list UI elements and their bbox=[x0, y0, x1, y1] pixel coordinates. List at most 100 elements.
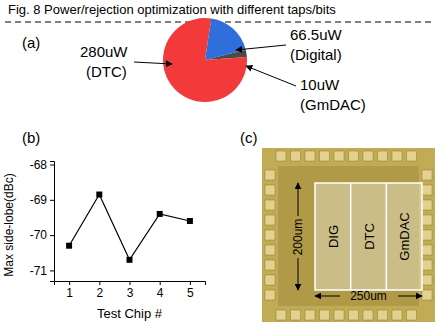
tick-label: -69 bbox=[30, 193, 48, 207]
data-label: 66.5uW bbox=[290, 26, 343, 43]
pad bbox=[349, 151, 359, 161]
tick: 1 bbox=[66, 281, 73, 300]
pie bbox=[163, 18, 247, 102]
pad bbox=[305, 310, 315, 320]
x-axis-title: Test Chip # bbox=[97, 306, 163, 321]
chip-background bbox=[262, 148, 435, 322]
pad bbox=[320, 310, 330, 320]
tick-mark bbox=[130, 281, 131, 285]
pad bbox=[265, 275, 275, 285]
tick-mark bbox=[50, 165, 54, 166]
pad bbox=[334, 151, 344, 161]
pad bbox=[265, 215, 275, 225]
plot-area bbox=[66, 192, 193, 263]
y-axis-title: Max side-lobe(dBc) bbox=[2, 173, 16, 276]
width-label: 250um bbox=[350, 289, 387, 303]
leader-arrow bbox=[246, 66, 296, 86]
pad bbox=[378, 151, 388, 161]
pad bbox=[422, 275, 432, 285]
pad bbox=[265, 200, 275, 210]
category-label: (DTC) bbox=[86, 63, 127, 80]
block-divider bbox=[386, 183, 388, 290]
y-axis: -68 -69 -70 -71 bbox=[30, 158, 55, 282]
chip-photo: DIGDTCGmDAC200um250um bbox=[262, 148, 435, 322]
tick: -70 bbox=[30, 228, 54, 242]
marker bbox=[96, 192, 102, 198]
pad bbox=[291, 151, 301, 161]
marker bbox=[187, 218, 193, 224]
tick: -69 bbox=[30, 193, 54, 207]
data-label: 10uW bbox=[300, 76, 340, 93]
tick: -68 bbox=[30, 158, 54, 172]
pad bbox=[265, 170, 275, 180]
x-axis: 1 2 3 4 5 bbox=[55, 281, 206, 300]
dimension-arrow bbox=[398, 296, 422, 297]
tick-mark bbox=[190, 281, 191, 285]
tick-label: 1 bbox=[66, 286, 73, 300]
block-label: DTC bbox=[362, 223, 377, 250]
tick-mark bbox=[50, 200, 54, 201]
tick-label: -68 bbox=[30, 158, 48, 172]
pad bbox=[276, 151, 286, 161]
leader-arrow bbox=[134, 62, 172, 64]
pad bbox=[422, 200, 432, 210]
tick-label: -71 bbox=[30, 264, 48, 278]
tick: -71 bbox=[30, 264, 54, 278]
pad bbox=[407, 310, 417, 320]
pad bbox=[276, 310, 286, 320]
panel-label: (b) bbox=[22, 129, 40, 146]
tick-label: 2 bbox=[96, 286, 103, 300]
tick: 2 bbox=[96, 281, 103, 300]
block-divider bbox=[350, 183, 352, 290]
data-label: 280uW bbox=[80, 43, 128, 60]
marker bbox=[66, 243, 72, 249]
pad bbox=[265, 185, 275, 195]
tick-mark bbox=[50, 235, 54, 236]
tick-label: 5 bbox=[187, 286, 194, 300]
pad bbox=[422, 215, 432, 225]
height-label: 200um bbox=[291, 219, 305, 256]
tick-mark bbox=[160, 281, 161, 285]
caption: Fig. 8 Power/rejection optimization with… bbox=[8, 2, 336, 17]
pad bbox=[422, 245, 432, 255]
dimension-arrow bbox=[298, 258, 299, 290]
pad bbox=[378, 310, 388, 320]
pad bbox=[320, 151, 330, 161]
marker bbox=[127, 257, 133, 263]
panel-label: (a) bbox=[22, 34, 40, 51]
pad bbox=[392, 151, 402, 161]
pad bbox=[305, 151, 315, 161]
pie-slice bbox=[163, 18, 247, 102]
tick-label: -70 bbox=[30, 228, 48, 242]
pad bbox=[422, 290, 432, 300]
axis-line bbox=[55, 282, 206, 286]
panel-label: (c) bbox=[240, 129, 258, 146]
marker bbox=[157, 211, 163, 217]
pad bbox=[422, 230, 432, 240]
pad bbox=[265, 260, 275, 270]
leader-arrow bbox=[236, 45, 286, 50]
pad bbox=[422, 185, 432, 195]
pad bbox=[349, 310, 359, 320]
tick-label: 3 bbox=[127, 286, 134, 300]
pad bbox=[407, 151, 417, 161]
block-outline bbox=[315, 183, 422, 290]
tick-label: 4 bbox=[157, 286, 164, 300]
tick-mark bbox=[50, 270, 54, 271]
line bbox=[69, 195, 190, 260]
dimension-arrow bbox=[298, 183, 299, 216]
pad bbox=[265, 230, 275, 240]
figure: Fig. 8 Power/rejection optimization with… bbox=[0, 0, 440, 327]
axis-line bbox=[50, 162, 55, 282]
pad bbox=[265, 245, 275, 255]
tick-mark bbox=[99, 281, 100, 285]
pad bbox=[422, 260, 432, 270]
pad bbox=[265, 290, 275, 300]
tick: 5 bbox=[187, 281, 194, 300]
pad bbox=[334, 310, 344, 320]
block-label: DIG bbox=[326, 225, 341, 248]
tick-mark bbox=[69, 281, 70, 285]
pad bbox=[363, 151, 373, 161]
category-label: (Digital) bbox=[290, 46, 342, 63]
pad bbox=[392, 310, 402, 320]
